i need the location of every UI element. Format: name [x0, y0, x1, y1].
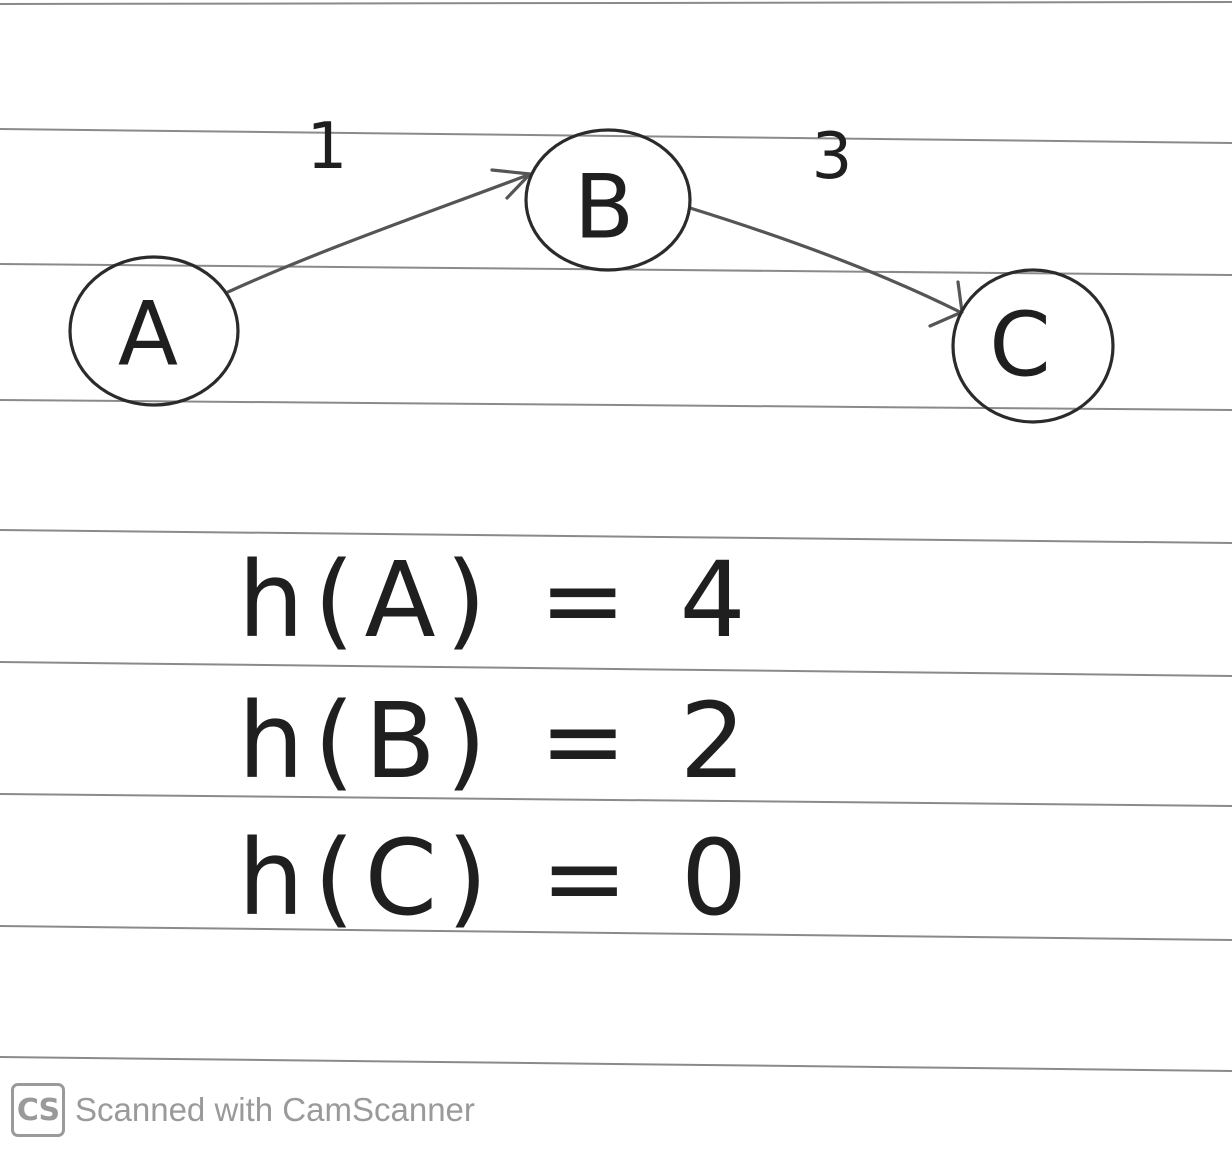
- rule-line: [0, 529, 1232, 544]
- node-c: C: [951, 268, 1115, 424]
- node-circle: [524, 128, 692, 272]
- edge-line: [226, 173, 530, 294]
- camscanner-logo-icon: CS: [11, 1083, 65, 1137]
- rule-line: [0, 128, 1232, 144]
- watermark-text: Scanned with CamScanner: [75, 1091, 475, 1128]
- ruled-lines: [0, 1, 1232, 1072]
- arrowhead-icon: [490, 168, 532, 200]
- edge-line: [688, 206, 962, 314]
- node-circle: [951, 268, 1115, 424]
- heuristic-b: h(B) = 2: [238, 680, 756, 802]
- rule-line: [0, 1056, 1232, 1072]
- node-circle: [68, 255, 240, 407]
- heuristic-list: h(A) = 4 h(B) = 2 h(C) = 0: [238, 539, 757, 939]
- heuristic-a: h(A) = 4: [238, 539, 756, 661]
- rule-line: [0, 1, 1232, 5]
- edge-weight-label: 1: [307, 110, 348, 184]
- camscanner-watermark: CS Scanned with CamScanner: [11, 1081, 475, 1139]
- node-a: A: [68, 255, 240, 407]
- node-label: B: [574, 156, 634, 259]
- edge-weight-label: 3: [812, 120, 853, 194]
- rule-line: [0, 793, 1232, 807]
- node-b: B: [524, 128, 692, 272]
- rule-line: [0, 661, 1232, 677]
- heuristic-c: h(C) = 0: [238, 817, 757, 939]
- edge-b-c: 3: [688, 120, 964, 328]
- node-label: A: [118, 283, 178, 386]
- rule-line: [0, 399, 1232, 411]
- edge-a-b: 1: [226, 110, 532, 294]
- rule-line: [0, 925, 1232, 941]
- node-label: C: [989, 294, 1050, 397]
